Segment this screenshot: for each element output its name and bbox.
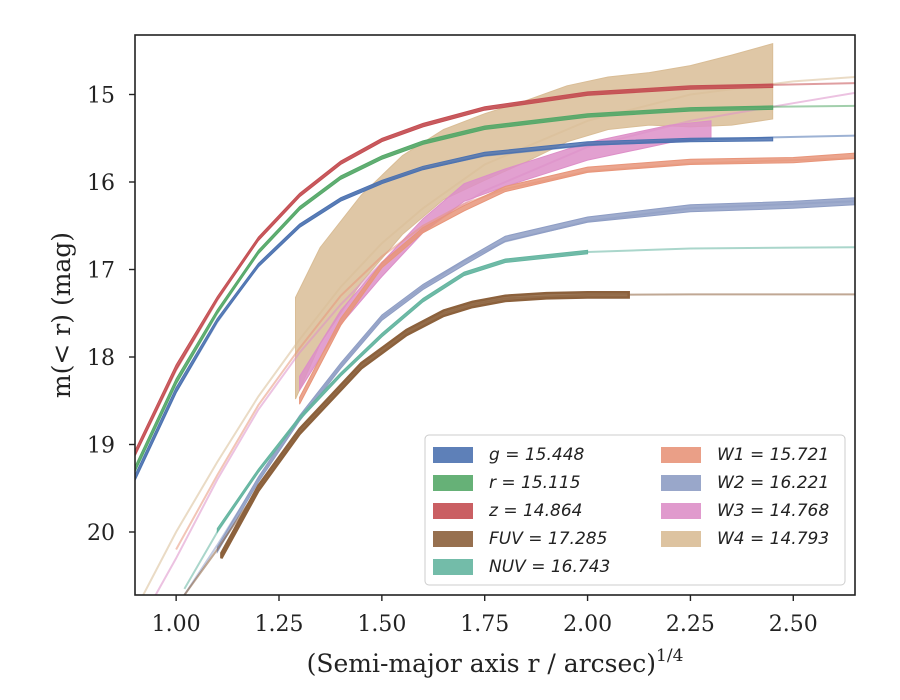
legend-swatch-z xyxy=(433,503,473,519)
x-axis-label-exponent: 1/4 xyxy=(656,646,683,666)
legend-label-z: z = 14.864 xyxy=(488,501,582,521)
legend-label-g: g = 15.448 xyxy=(489,445,585,465)
series-w1-band xyxy=(299,152,855,405)
y-tick-label: 18 xyxy=(87,346,115,371)
x-tick-label: 1.50 xyxy=(357,612,406,637)
legend-swatch-nuv xyxy=(433,559,473,575)
series-w2-band xyxy=(216,197,855,554)
axes: 1.00 1.25 1.50 1.75 2.00 2.25 2.50 15 16 17 18 19 20 xyxy=(87,34,856,637)
y-tick-label: 16 xyxy=(87,171,115,196)
legend-swatch-w3 xyxy=(661,503,701,519)
y-axis-label: m(< r) (mag) xyxy=(47,232,76,398)
series-fuv-band xyxy=(220,290,630,559)
series-w4-band xyxy=(295,43,774,400)
series-nuv-band xyxy=(216,249,589,534)
y-tick-label: 20 xyxy=(87,521,115,546)
plot-area xyxy=(135,43,855,595)
legend-label-w1: W1 = 15.721 xyxy=(717,445,829,465)
legend-label-fuv: FUV = 17.285 xyxy=(489,529,607,549)
legend-label-nuv: NUV = 16.743 xyxy=(489,557,610,577)
series-z-band xyxy=(135,83,774,457)
legend-label-r: r = 15.115 xyxy=(489,473,581,493)
x-tick-label: 1.75 xyxy=(460,612,509,637)
series-g-band xyxy=(135,136,774,481)
legend-swatch-w1 xyxy=(661,447,701,463)
x-tick-label: 2.25 xyxy=(666,612,715,637)
legend-label-w4: W4 = 14.793 xyxy=(717,529,829,549)
legend-swatch-g xyxy=(433,447,473,463)
legend: g = 15.448 r = 15.115 z = 14.864 FUV = 17.2… xyxy=(424,434,846,586)
legend-box xyxy=(424,434,846,586)
x-axis-label: (Semi-major axis r / arcsec)1/4 xyxy=(307,646,684,678)
y-tick-label: 17 xyxy=(87,259,115,284)
legend-swatch-w4 xyxy=(661,531,701,547)
legend-label-w2: W2 = 16.221 xyxy=(717,473,829,493)
plot-frame xyxy=(134,34,856,596)
y-tick-label: 15 xyxy=(87,84,115,109)
y-tick-label: 19 xyxy=(87,434,115,459)
x-tick-label: 1.00 xyxy=(152,612,201,637)
series-r-band xyxy=(135,105,774,472)
legend-swatch-w2 xyxy=(661,475,701,491)
legend-label-w3: W3 = 14.768 xyxy=(717,501,829,521)
x-tick-label: 2.50 xyxy=(769,612,818,637)
legend-swatch-fuv xyxy=(433,531,473,547)
legend-swatch-r xyxy=(433,475,473,491)
x-tick-label: 1.25 xyxy=(255,612,304,637)
x-tick-label: 2.00 xyxy=(563,612,612,637)
